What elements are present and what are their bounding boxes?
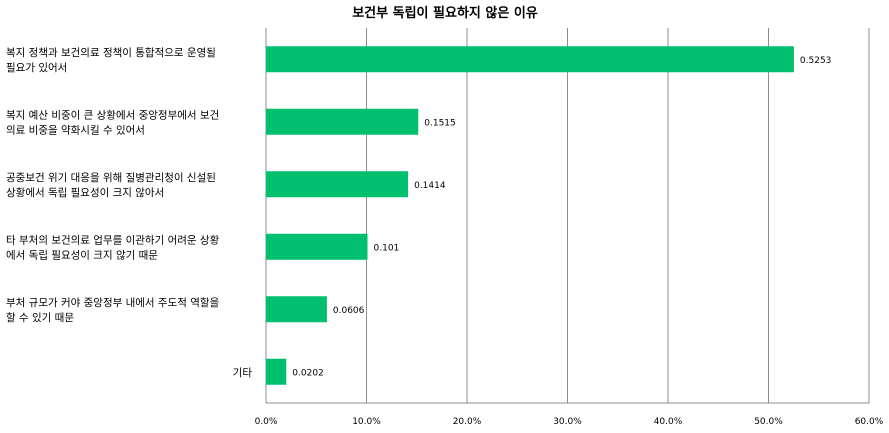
data-label: 0.1414 [414,181,446,191]
category-label: 복지 정책과 보건의료 정책이 통합적으로 운영될 [6,47,216,59]
category-label: 에서 독립 필요성이 크지 않기 때문 [6,248,158,261]
data-label: 0.101 [374,243,400,253]
bar [266,46,794,73]
bar [266,108,419,135]
bar [266,171,409,198]
data-label: 0.0202 [292,368,324,378]
x-tick-label: 10.0% [352,417,381,427]
category-label: 부처 규모가 커야 중앙정부 내에서 주도적 역할을 [6,296,220,309]
bar [266,358,287,385]
x-tick-label: 0.0% [255,417,278,427]
bars [266,46,794,385]
x-tick-label: 30.0% [553,417,582,427]
x-tick-label: 50.0% [754,417,783,427]
chart-title: 보건부 독립이 필요하지 않은 이유 [352,5,538,21]
bar [266,233,368,260]
category-label: 기타 [233,367,253,379]
data-labels: 0.5253 0.1515 0.1414 0.101 0.0606 0.0202 [292,56,831,379]
data-label: 0.5253 [800,56,832,66]
category-label: 할 수 있기 때문 [6,312,74,324]
category-label: 필요가 있어서 [6,62,67,74]
x-tick-label: 40.0% [654,417,683,427]
category-label: 상황에서 독립 필요성이 크지 않아서 [6,186,164,199]
category-label: 공중보건 위기 대응을 위해 질병관리청이 신설된 [6,171,216,184]
data-label: 0.0606 [333,306,365,316]
x-tick-label: 20.0% [453,417,482,427]
x-axis-ticks: 0.0% 10.0% 20.0% 30.0% 40.0% 50.0% 60.0% [255,417,884,427]
bar [266,296,327,323]
category-label: 타 부처의 보건의료 업무를 이관하기 어려운 상황 [6,233,220,246]
data-label: 0.1515 [424,118,456,128]
gridlines [265,28,870,404]
category-label: 의료 비중을 약화시킬 수 있어서 [6,123,145,136]
x-tick-label: 60.0% [855,417,884,427]
category-label: 복지 예산 비중이 큰 상황에서 중앙정부에서 보건 [6,108,219,121]
